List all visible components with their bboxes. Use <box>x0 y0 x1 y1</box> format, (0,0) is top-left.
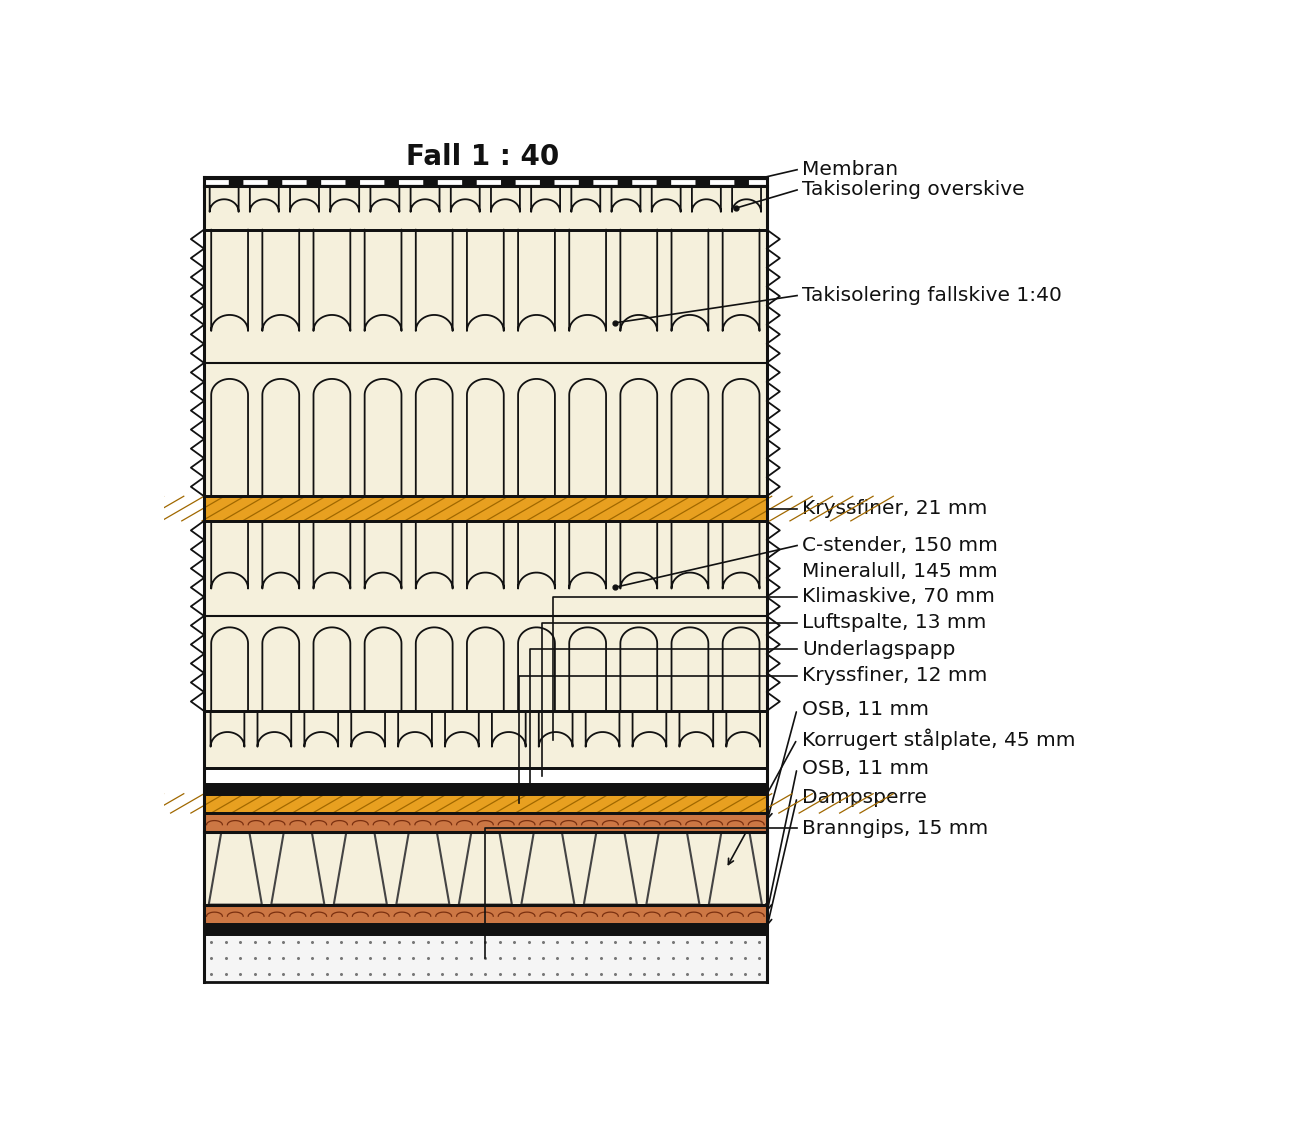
Bar <box>204 616 766 711</box>
Text: Underlagspapp: Underlagspapp <box>802 640 956 658</box>
Text: Luftspalte, 13 mm: Luftspalte, 13 mm <box>802 614 986 632</box>
Text: Takisolering overskive: Takisolering overskive <box>802 181 1024 200</box>
Bar <box>204 924 766 934</box>
Bar <box>204 793 766 813</box>
Bar <box>204 784 766 793</box>
Bar <box>204 813 766 832</box>
Bar <box>204 363 766 496</box>
Text: C-stender, 150 mm: C-stender, 150 mm <box>802 536 998 555</box>
Text: OSB, 11 mm: OSB, 11 mm <box>802 700 929 719</box>
Bar <box>204 230 766 363</box>
Text: Kryssfiner, 21 mm: Kryssfiner, 21 mm <box>802 499 988 518</box>
Text: Branngips, 15 mm: Branngips, 15 mm <box>802 818 989 838</box>
Bar <box>204 934 766 982</box>
Text: OSB, 11 mm: OSB, 11 mm <box>802 759 929 777</box>
Bar <box>204 521 766 616</box>
Bar <box>204 177 766 186</box>
Text: Takisolering fallskive 1:40: Takisolering fallskive 1:40 <box>802 286 1062 305</box>
Text: Membran: Membran <box>802 160 899 179</box>
Bar <box>204 768 766 784</box>
Bar <box>204 186 766 230</box>
Text: Dampsperre: Dampsperre <box>802 788 927 807</box>
Bar <box>204 832 766 904</box>
Bar <box>204 496 766 521</box>
Text: Kryssfiner, 12 mm: Kryssfiner, 12 mm <box>802 666 988 686</box>
Text: Fall 1 : 40: Fall 1 : 40 <box>407 143 560 170</box>
Text: Mineralull, 145 mm: Mineralull, 145 mm <box>802 562 998 582</box>
Bar <box>204 711 766 768</box>
Bar <box>204 904 766 924</box>
Text: Klimaskive, 70 mm: Klimaskive, 70 mm <box>802 588 995 606</box>
Text: Korrugert stålplate, 45 mm: Korrugert stålplate, 45 mm <box>802 728 1075 750</box>
